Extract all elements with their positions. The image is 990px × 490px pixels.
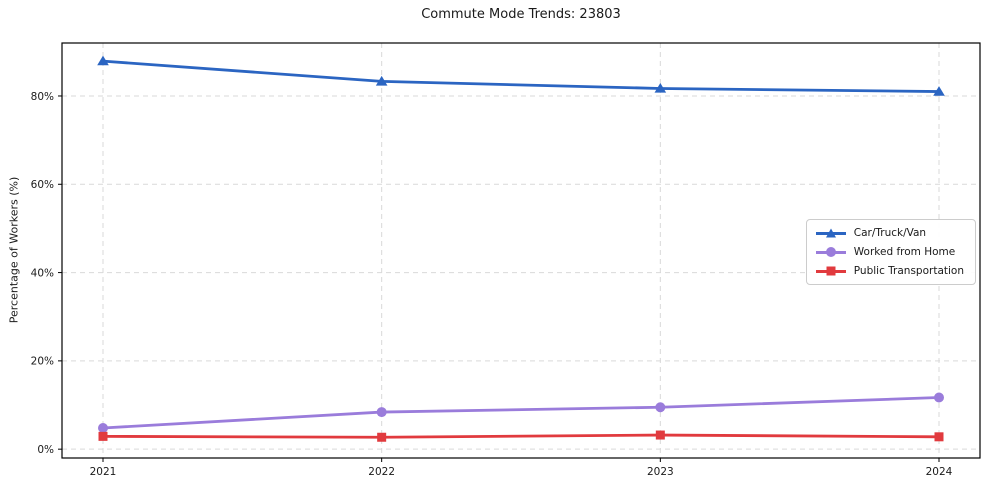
legend-marker-square-icon [826, 266, 836, 276]
circle-marker-icon [98, 422, 108, 433]
legend-label: Car/Truck/Van [853, 227, 927, 239]
legend-item: Car/Truck/Van [815, 227, 964, 239]
plot-border [61, 42, 981, 459]
legend-marker-circle-icon [825, 247, 836, 257]
circle-marker-icon [376, 407, 387, 418]
legend-sample [815, 266, 846, 276]
triangle-marker-icon [933, 86, 945, 96]
y-tick-label: 20% [31, 356, 54, 368]
y-tick-label: 60% [31, 179, 54, 191]
legend-sample [815, 228, 846, 238]
chart-title: Commute Mode Trends: 23803 [421, 7, 621, 22]
legend-label: Public Transportation [853, 265, 964, 277]
triangle-marker-icon [654, 82, 667, 93]
legend: Car/Truck/Van Worked from Home Public Tran… [805, 219, 976, 285]
series-line [101, 396, 941, 430]
triangle-marker-icon [375, 75, 388, 86]
y-tick-label: 40% [31, 267, 54, 279]
square-marker-icon [655, 430, 665, 440]
square-marker-icon [934, 432, 944, 442]
circle-marker-icon [655, 402, 666, 413]
circle-marker-icon [934, 392, 944, 403]
triangle-marker-icon [97, 55, 109, 66]
x-tick-label: 2022 [368, 466, 395, 478]
series-line [101, 433, 941, 439]
legend-item: Public Transportation [815, 265, 964, 277]
x-tick-label: 2023 [647, 466, 674, 478]
square-marker-icon [377, 432, 387, 442]
series-line [101, 59, 941, 93]
x-tick-label: 2021 [90, 466, 117, 478]
legend-label: Worked from Home [853, 246, 956, 258]
square-marker-icon [98, 431, 108, 441]
x-tick-label: 2024 [926, 466, 953, 478]
y-tick-label: 80% [31, 91, 54, 103]
y-tick-label: 0% [37, 444, 54, 456]
legend-sample [815, 247, 846, 257]
legend-marker-triangle-icon [825, 228, 836, 238]
legend-item: Worked from Home [815, 246, 964, 258]
